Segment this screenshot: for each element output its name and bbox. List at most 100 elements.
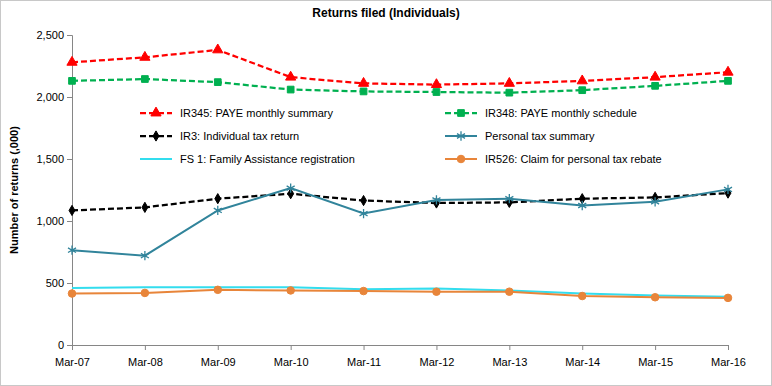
x-tick-mark (436, 345, 437, 350)
series-marker (505, 194, 513, 203)
x-tick: Mar-16 (711, 345, 746, 368)
x-tick-label: Mar-07 (55, 356, 90, 368)
series-marker (286, 71, 296, 80)
chart-frame (1, 1, 772, 386)
series-marker (506, 89, 513, 96)
y-tick: 500 (46, 277, 72, 289)
series-marker (215, 194, 221, 204)
legend-label: IR348: PAYE monthly schedule (485, 107, 637, 119)
legend-entry: IR526: Claim for personal tax rebate (445, 153, 662, 165)
x-tick: Mar-12 (420, 345, 455, 368)
legend-entry: IR348: PAYE monthly schedule (445, 107, 637, 119)
series-marker (68, 246, 76, 255)
series-marker (650, 71, 660, 80)
y-tick-mark (67, 221, 72, 222)
series-marker (724, 294, 732, 302)
x-tick-label: Mar-13 (492, 356, 527, 368)
y-tick: 2,500 (36, 29, 72, 41)
series-marker (214, 286, 222, 294)
series-line (72, 193, 728, 210)
series-marker (506, 288, 514, 296)
x-tick-label: Mar-11 (347, 356, 381, 368)
series-marker (651, 197, 659, 206)
series-marker (358, 77, 368, 86)
series-marker (142, 202, 148, 212)
series-marker (725, 78, 732, 85)
y-tick-label: 1,500 (36, 153, 64, 165)
legend-label: IR526: Claim for personal tax rebate (485, 153, 662, 165)
x-tick-mark (291, 345, 292, 350)
series-marker (287, 287, 295, 295)
legend-label: FS 1: Family Assistance registration (180, 153, 355, 165)
series-area (67, 44, 733, 302)
legend-swatch (140, 158, 172, 160)
legend-marker (151, 107, 161, 116)
series-marker (142, 76, 149, 83)
legend-label: Personal tax summary (485, 130, 595, 142)
series-marker (578, 292, 586, 300)
y-tick-label: 0 (58, 339, 64, 351)
x-tick-label: Mar-10 (274, 356, 309, 368)
series-marker (69, 205, 75, 215)
series-marker (504, 77, 514, 86)
legend: IR345: PAYE monthly summary IR348: PAYE m… (140, 107, 662, 165)
legend-entry: FS 1: Family Assistance registration (140, 153, 355, 165)
series-marker (69, 78, 76, 85)
x-tick-label: Mar-14 (565, 356, 600, 368)
y-tick-mark (67, 97, 72, 98)
y-tick-label: 2,500 (36, 29, 64, 41)
x-tick: Mar-14 (565, 345, 600, 368)
x-tick: Mar-10 (274, 345, 309, 368)
legend-entry: Personal tax summary (445, 130, 595, 142)
legend-label: IR345: PAYE monthly summary (180, 107, 334, 119)
series-marker (433, 288, 441, 296)
chart: 05001,0001,5002,0002,500Mar-07Mar-08Mar-… (0, 0, 772, 386)
legend-label: IR3: Individual tax return (180, 130, 299, 142)
series-marker (579, 87, 586, 94)
series-marker (433, 89, 440, 96)
x-tick-label: Mar-09 (201, 356, 236, 368)
x-tick-label: Mar-08 (128, 356, 163, 368)
y-tick-label: 500 (46, 277, 64, 289)
series-line (72, 50, 728, 85)
x-tick-mark (728, 345, 729, 350)
x-tick-label: Mar-12 (420, 356, 455, 368)
legend-marker (458, 110, 465, 117)
x-tick-mark (655, 345, 656, 350)
series-marker (140, 51, 150, 60)
y-tick-mark (67, 35, 72, 36)
title: Returns filed (Individuals) (312, 6, 459, 20)
x-tick-mark (364, 345, 365, 350)
x-tick: Mar-08 (128, 345, 163, 368)
series-marker (723, 66, 733, 75)
x-tick: Mar-13 (492, 345, 527, 368)
y-tick: 0 (58, 339, 72, 351)
y-tick-mark (67, 345, 72, 346)
series-marker (651, 293, 659, 301)
series-marker (141, 289, 149, 297)
series-line (72, 290, 728, 298)
series-line (72, 188, 728, 256)
x-tick-mark (72, 345, 73, 350)
x-tick: Mar-11 (347, 345, 381, 368)
legend-marker (153, 131, 159, 141)
x-tick-mark (509, 345, 510, 350)
series-marker (214, 206, 222, 215)
x-tick-mark (145, 345, 146, 350)
series-marker (68, 290, 76, 298)
legend-marker (457, 155, 465, 163)
x-tick-label: Mar-15 (638, 356, 673, 368)
series-marker (577, 75, 587, 84)
y-tick-label: 2,000 (36, 91, 64, 103)
legend-entry: IR3: Individual tax return (140, 130, 299, 142)
series-marker (287, 184, 295, 193)
y-axis-title: Number of returns (,000) (8, 126, 20, 254)
series-marker (360, 88, 367, 95)
series-marker (724, 185, 732, 194)
plot: 05001,0001,5002,0002,500Mar-07Mar-08Mar-… (36, 29, 745, 368)
series-marker (432, 195, 440, 204)
x-tick: Mar-09 (201, 345, 236, 368)
x-axis: Mar-07 Mar-08 Mar-09 Mar-10 Mar-11 Mar-12 Mar-… (55, 345, 746, 368)
series-marker (361, 195, 367, 205)
y-tick: 1,500 (36, 153, 72, 165)
